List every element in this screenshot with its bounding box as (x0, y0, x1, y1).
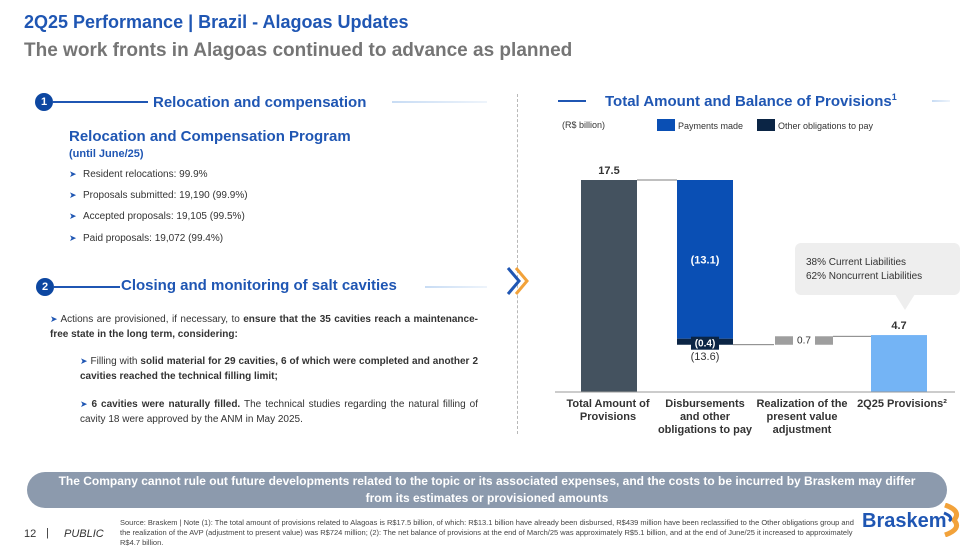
legend-label-payments: Payments made (678, 121, 744, 131)
chevron-right-icon: ➤ (80, 399, 88, 409)
section-2-rule (54, 286, 120, 288)
cavities-filling: ➤ Filling with solid material for 29 cav… (80, 356, 478, 382)
bar-adjustment-right (815, 336, 833, 345)
braskem-logo-text: Braskem (862, 510, 947, 532)
chart-unit: (R$ billion) (562, 120, 606, 130)
disclaimer-banner: The Company cannot rule out future devel… (27, 472, 947, 508)
legend-swatch-other (757, 119, 775, 131)
list-item: ➤ Paid proposals: 19,072 (99.4%) (69, 233, 224, 244)
cavities-intro: ➤ Actions are provisioned, if necessary,… (50, 314, 478, 340)
program-title: Relocation and Compensation Program (69, 128, 351, 145)
data-label: (13.1) (691, 254, 720, 266)
bar-total (581, 180, 637, 392)
chevron-right-icon: ➤ (50, 314, 58, 324)
chart-title: Total Amount and Balance of Provisions1 (605, 92, 897, 110)
bar-payments-made (677, 180, 733, 339)
liabilities-callout: 38% Current Liabilities 62% Noncurrent L… (795, 243, 960, 295)
bar-final-provisions (871, 335, 927, 392)
section-1-number: 1 (35, 93, 53, 111)
data-label: (13.6) (691, 351, 720, 363)
list-item: ➤ Resident relocations: 99.9% (69, 169, 208, 180)
data-label-box (691, 336, 719, 350)
data-label: 17.5 (598, 165, 619, 177)
footnote: Source: Braskem | Note (1): The total am… (120, 518, 854, 547)
section-2-heading: Closing and monitoring of salt cavities (121, 277, 397, 294)
section-2-number: 2 (36, 278, 54, 296)
section-2-rule-fade (425, 286, 487, 288)
category-label: Disbursements and other obligations to p… (657, 398, 753, 436)
data-label: (0.4) (695, 339, 716, 350)
data-label: 4.7 (891, 320, 906, 332)
page-subtitle: The work fronts in Alagoas continued to … (24, 40, 573, 61)
list-item: ➤ Accepted proposals: 19,105 (99.5%) (69, 211, 245, 222)
section-1-heading: Relocation and compensation (153, 94, 367, 111)
cavities-natural: ➤ 6 cavities were naturally filled. The … (80, 399, 478, 425)
chart-rule (558, 100, 586, 102)
page-number: 12 (24, 528, 37, 540)
category-label: Total Amount of Provisions (566, 398, 650, 423)
legend-swatch-payments (657, 119, 675, 131)
footer-separator: | (46, 527, 49, 539)
bar-adjustment-left (775, 336, 793, 345)
callout-pointer (895, 294, 915, 310)
section-1-rule-fade (392, 101, 487, 103)
classification-label: PUBLIC (64, 528, 104, 540)
category-label: Realization of the present value adjustm… (756, 398, 848, 436)
page-title: 2Q25 Performance | Brazil - Alagoas Upda… (24, 12, 409, 32)
waterfall-chart: 17.5 (13.1) (0.4)(13.6) 0.7 4.7 (555, 165, 955, 393)
chevron-right-icon: ➤ (69, 190, 77, 200)
list-item: ➤ Proposals submitted: 19,190 (99.9%) (69, 190, 248, 201)
chevron-right-icon: ➤ (69, 169, 77, 179)
program-subtitle: (until June/25) (69, 148, 144, 160)
section-1-rule (53, 101, 148, 103)
legend-label-other: Other obligations to pay (778, 121, 874, 131)
chevron-double-right-icon (506, 267, 529, 295)
category-label: 2Q25 Provisions² (857, 398, 947, 410)
column-divider (517, 94, 519, 434)
chevron-right-icon: ➤ (69, 233, 77, 243)
chevron-right-icon: ➤ (80, 356, 88, 366)
braskem-logo-icon (943, 503, 959, 537)
chevron-right-icon: ➤ (69, 211, 77, 221)
chart-rule-fade (932, 100, 950, 102)
data-label: 0.7 (797, 335, 811, 346)
